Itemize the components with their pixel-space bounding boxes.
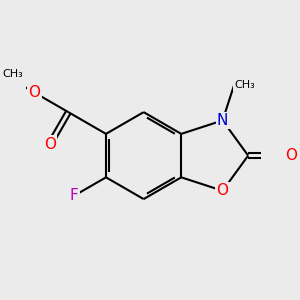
Text: CH₃: CH₃ [2, 69, 23, 79]
Text: CH₃: CH₃ [234, 80, 255, 90]
Text: O: O [44, 136, 56, 152]
Text: O: O [28, 85, 40, 100]
Text: N: N [217, 113, 228, 128]
Text: F: F [70, 188, 78, 203]
Text: O: O [286, 148, 298, 163]
Text: O: O [217, 183, 229, 198]
